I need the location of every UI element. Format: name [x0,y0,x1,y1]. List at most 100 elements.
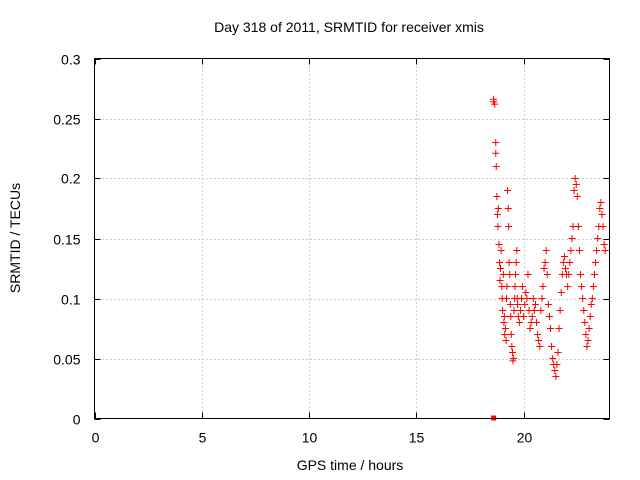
data-point [514,301,522,308]
plot-frame [94,58,610,419]
data-point [492,139,500,146]
data-point [589,283,597,290]
data-point [566,259,574,266]
data-point [537,307,545,314]
data-point [572,181,580,188]
data-point [540,265,548,272]
data-point [549,355,557,362]
data-point [522,289,530,296]
data-point [492,163,500,170]
data-point [511,283,519,290]
data-point [505,223,513,230]
data-point [594,235,602,242]
data-point [494,205,502,212]
tick-labels: 0 5 10 15 20 0 0.05 0.1 0.15 0.2 0.25 0.3 [53,52,532,446]
data-point [552,373,560,380]
data-point [526,325,534,332]
data-point [493,211,501,218]
chart-title: Day 318 of 2011, SRMTID for receiver xmi… [214,19,484,35]
data-point [496,265,504,272]
data-point [509,349,517,356]
data-point [586,313,594,320]
data-point [505,259,513,266]
data-point [516,307,524,314]
data-point [504,205,512,212]
data-point [503,283,511,290]
y-tick-label: 0.15 [53,232,80,248]
data-point [523,295,531,302]
data-point [500,313,508,320]
data-point [599,223,607,230]
x-tick-label: 10 [302,430,318,446]
data-point [548,343,556,350]
data-point [493,193,501,200]
data-point [544,301,552,308]
data-point [590,271,598,278]
data-point [495,241,503,248]
data-point [593,247,601,254]
data-point [513,247,521,254]
data-point [519,283,527,290]
data-point [510,307,518,314]
data-point [598,211,606,218]
data-point [583,343,591,350]
data-point [564,283,572,290]
data-point [491,100,499,108]
x-axis-label: GPS time / hours [297,457,404,473]
data-point [541,259,549,266]
data-point [520,313,528,320]
data-point [499,307,507,314]
data-point [556,307,564,314]
data-point [496,259,504,266]
data-point [562,265,570,272]
data-point [506,301,514,308]
data-point [502,337,510,344]
data-point [536,343,544,350]
data-point [574,223,582,230]
data-point [567,247,575,254]
data-point [581,319,589,326]
data-point [539,283,547,290]
data-point [588,295,596,302]
data-point [554,349,562,356]
x-tick-label: 20 [517,430,533,446]
data-point [596,205,604,212]
data-point [577,271,585,278]
data-point [494,223,502,230]
data-point [565,271,573,278]
data-point [557,289,565,296]
data-point [568,235,576,242]
data-point [528,313,536,320]
data-point [555,325,563,332]
data-point [512,271,520,278]
data-point [503,295,510,302]
data-point [507,313,515,320]
data-point [582,331,590,338]
data-point [496,277,504,284]
data-point [497,247,505,254]
data-point [533,319,541,326]
y-tick-label: 0.1 [61,292,81,308]
data-point [559,259,567,266]
data-point [507,331,515,338]
data-point [531,301,539,308]
data-point [512,259,520,266]
data-point [546,325,554,332]
data-point [584,337,592,344]
y-tick-label: 0 [73,412,81,428]
data-point [542,247,550,254]
data-point [573,193,581,200]
y-tick-label: 0.25 [53,112,80,128]
data-point [508,343,516,350]
data-point [535,337,543,344]
data-point [578,283,586,290]
data-point [600,241,608,248]
data-point [587,301,595,308]
data-point [515,319,523,326]
data-point [543,271,551,278]
data-point [571,175,579,182]
data-point [534,331,542,338]
data-point [545,313,553,320]
data-point [570,187,578,194]
grid-layer [94,58,610,419]
